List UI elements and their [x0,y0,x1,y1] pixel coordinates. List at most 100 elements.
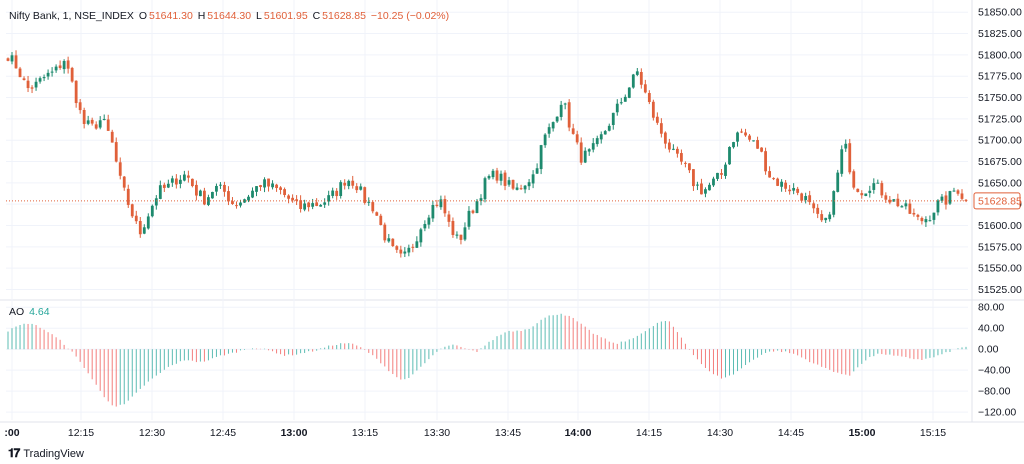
candle-body[interactable] [712,178,715,186]
candle-body[interactable] [716,172,719,179]
candle-body[interactable] [784,182,788,189]
candle-body[interactable] [567,102,571,128]
candle-body[interactable] [18,68,22,78]
candle-body[interactable] [623,96,627,102]
candle-body[interactable] [832,191,836,215]
candle-body[interactable] [178,179,182,184]
candle-body[interactable] [519,188,523,190]
candle-body[interactable] [138,220,142,235]
candle-body[interactable] [6,58,10,61]
candle-body[interactable] [82,109,86,124]
candle-body[interactable] [700,183,703,195]
candle-body[interactable] [142,227,146,234]
candle-body[interactable] [515,187,519,190]
candle-body[interactable] [463,227,467,240]
candle-body[interactable] [78,102,82,111]
candle-body[interactable] [194,184,198,196]
candle-body[interactable] [347,180,351,187]
candle-body[interactable] [720,173,723,175]
candle-body[interactable] [483,178,487,200]
candle-body[interactable] [619,102,623,104]
candle-body[interactable] [447,214,451,222]
candle-body[interactable] [507,180,511,185]
candle-body[interactable] [263,179,266,188]
candle-body[interactable] [379,215,383,225]
candle-body[interactable] [836,172,840,192]
candle-body[interactable] [651,101,655,118]
candle-body[interactable] [199,190,202,197]
candle-body[interactable] [940,196,944,201]
candle-body[interactable] [94,124,98,129]
candle-body[interactable] [936,200,940,213]
candle-body[interactable] [543,134,547,146]
candle-body[interactable] [732,142,735,148]
candle-body[interactable] [643,84,647,93]
candle-body[interactable] [267,178,270,187]
candle-body[interactable] [752,140,755,142]
candle-body[interactable] [475,201,479,214]
candle-body[interactable] [555,116,559,122]
candle-body[interactable] [399,249,403,254]
candle-body[interactable] [499,173,503,181]
indicator-name[interactable]: AO [9,306,25,318]
candle-body[interactable] [736,132,739,142]
candle-body[interactable] [776,178,780,186]
candle-body[interactable] [299,200,303,210]
candle-body[interactable] [828,214,832,220]
candle-body[interactable] [126,188,130,205]
candle-body[interactable] [740,131,743,133]
candle-body[interactable] [239,202,242,206]
candle-body[interactable] [98,120,102,128]
candle-body[interactable] [615,103,619,113]
candle-body[interactable] [772,178,775,180]
candle-body[interactable] [351,180,355,186]
candle-body[interactable] [663,132,667,144]
candle-body[interactable] [383,224,387,241]
candle-body[interactable] [583,150,587,163]
candle-body[interactable] [170,178,174,183]
candle-body[interactable] [680,153,683,162]
candle-body[interactable] [804,196,808,200]
candle-body[interactable] [231,201,234,205]
candle-body[interactable] [848,143,852,173]
candle-body[interactable] [780,181,784,187]
candle-body[interactable] [391,238,395,246]
candle-body[interactable] [844,143,848,149]
tradingview-brand[interactable]: 𝟏𝟕 TradingView [8,446,84,461]
candle-body[interactable] [864,193,868,196]
candle-body[interactable] [415,241,419,248]
candle-body[interactable] [599,134,603,140]
candle-body[interactable] [118,162,122,176]
candle-body[interactable] [523,185,527,190]
candle-body[interactable] [603,131,607,135]
candle-body[interactable] [371,202,375,212]
candle-body[interactable] [443,199,447,214]
candle-body[interactable] [491,170,495,178]
candle-body[interactable] [820,214,824,221]
candle-body[interactable] [812,203,816,209]
candle-body[interactable] [896,198,900,207]
candle-body[interactable] [62,60,66,70]
candle-body[interactable] [928,220,932,222]
candle-body[interactable] [26,80,30,89]
candle-body[interactable] [800,193,804,201]
candle-body[interactable] [547,127,551,134]
candle-body[interactable] [42,77,46,79]
candle-body[interactable] [920,217,924,222]
candle-body[interactable] [667,142,671,150]
candle-body[interactable] [102,118,106,120]
candle-body[interactable] [279,187,282,190]
candle-body[interactable] [704,189,707,194]
candle-body[interactable] [675,148,679,154]
candle-body[interactable] [932,212,936,220]
candle-body[interactable] [952,190,956,192]
candle-body[interactable] [30,87,34,89]
candle-body[interactable] [591,143,595,150]
candle-body[interactable] [840,149,844,174]
candle-body[interactable] [559,104,563,117]
candle-body[interactable] [375,212,379,216]
candle-body[interactable] [495,170,499,181]
candle-body[interactable] [114,142,118,162]
candle-body[interactable] [467,210,471,227]
candle-body[interactable] [627,87,631,98]
